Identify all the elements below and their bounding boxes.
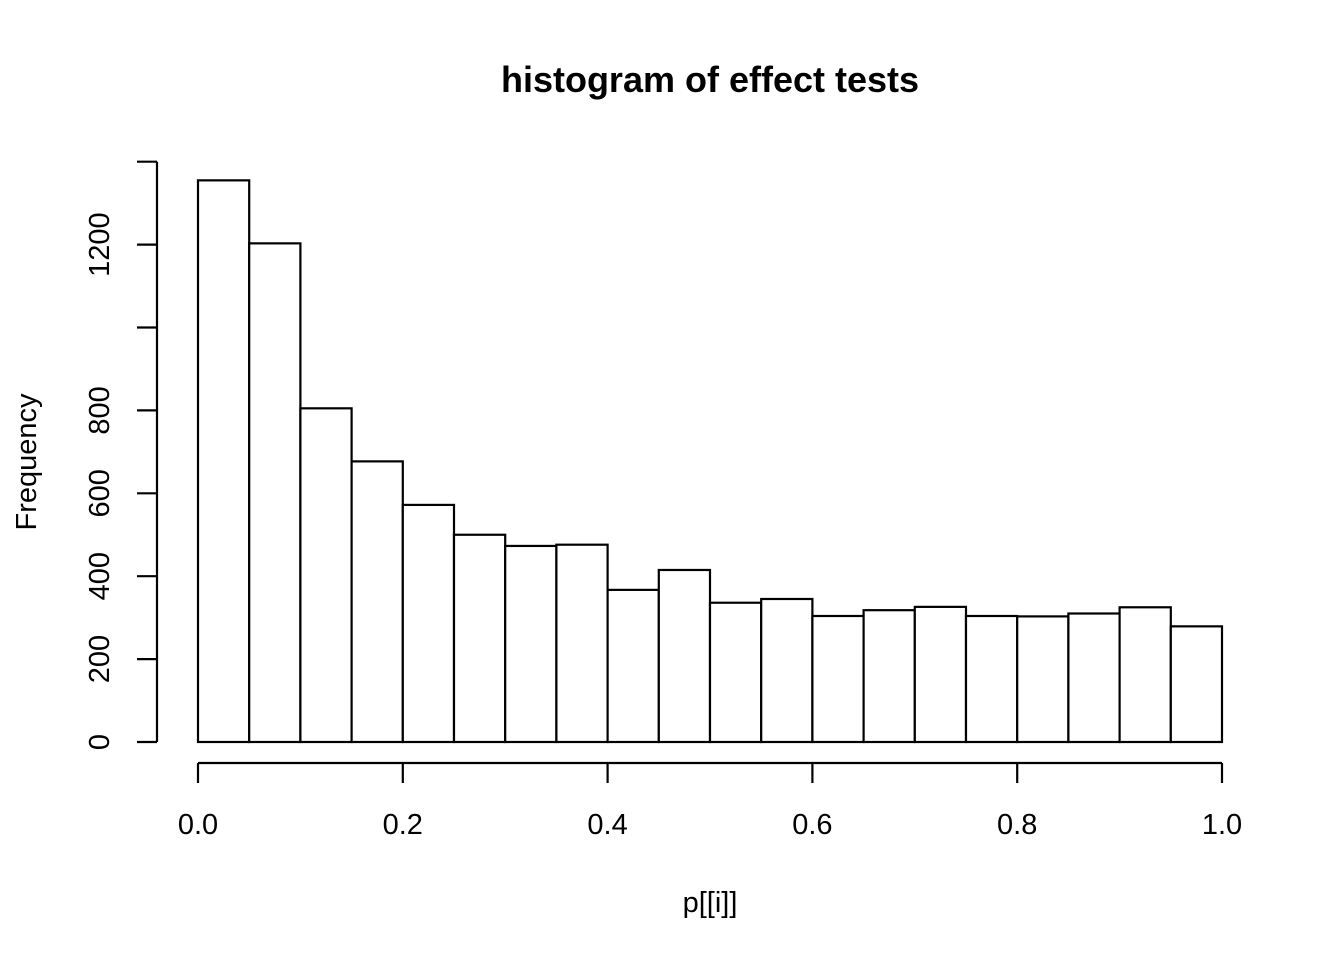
histogram-bar bbox=[452, 533, 507, 744]
histogram-bar bbox=[1118, 606, 1172, 744]
y-tick-label: 400 bbox=[84, 552, 116, 600]
y-tick-label: 0 bbox=[84, 734, 116, 750]
histogram-bar bbox=[760, 597, 814, 744]
histogram-bar bbox=[811, 614, 865, 744]
bars-group bbox=[196, 179, 1224, 744]
chart-title: histogram of effect tests bbox=[501, 59, 919, 100]
histogram-bar bbox=[913, 605, 968, 744]
x-axis: 0.0 0.2 0.4 0.6 0.8 1.0 bbox=[178, 761, 1242, 841]
histogram-bar bbox=[350, 460, 404, 744]
x-tick-label: 1.0 bbox=[1202, 809, 1242, 841]
histogram-bar bbox=[708, 601, 763, 744]
histogram-bar bbox=[401, 503, 456, 744]
y-tick-label: 1200 bbox=[84, 212, 116, 277]
histogram-bar bbox=[1016, 615, 1070, 744]
histogram-bar bbox=[1169, 625, 1224, 744]
y-axis: 0 200 400 600 800 1200 bbox=[84, 160, 159, 750]
x-tick-label: 0.8 bbox=[997, 809, 1037, 841]
histogram-bar bbox=[606, 588, 660, 744]
histogram-bar bbox=[862, 609, 916, 744]
histogram-bar bbox=[555, 543, 609, 744]
y-tick-label: 600 bbox=[84, 469, 116, 517]
histogram-bar bbox=[964, 614, 1019, 744]
histogram-bar bbox=[657, 568, 712, 744]
x-axis-label: p[[i]] bbox=[683, 887, 738, 919]
histogram-bar bbox=[1067, 612, 1121, 744]
histogram-bar bbox=[248, 242, 302, 744]
y-tick-label: 800 bbox=[84, 386, 116, 434]
histogram-bar bbox=[299, 407, 353, 744]
x-tick-label: 0.4 bbox=[587, 809, 627, 841]
x-tick-label: 0.2 bbox=[383, 809, 423, 841]
x-tick-label: 0.0 bbox=[178, 809, 218, 841]
y-tick-label: 200 bbox=[84, 635, 116, 683]
histogram-bar bbox=[196, 179, 251, 744]
histogram-bar bbox=[504, 544, 558, 744]
y-axis-label: Frequency bbox=[11, 393, 43, 531]
x-tick-label: 0.6 bbox=[792, 809, 832, 841]
